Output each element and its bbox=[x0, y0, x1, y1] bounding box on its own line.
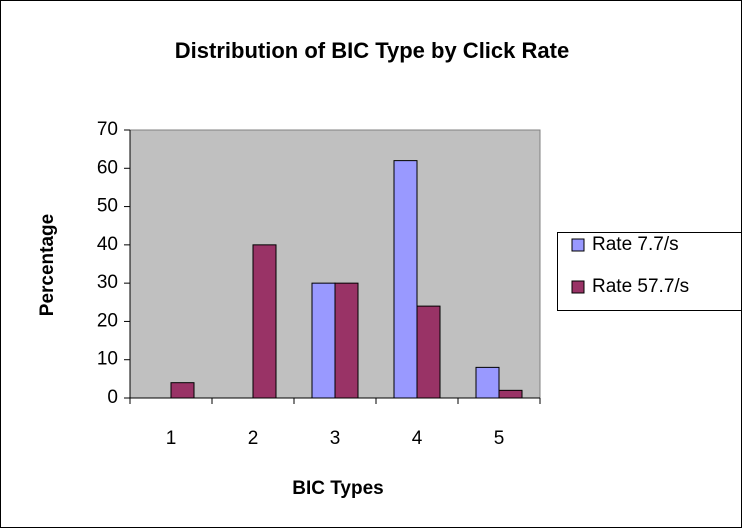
y-tick-label: 20 bbox=[97, 310, 118, 331]
legend-swatch bbox=[571, 238, 585, 252]
y-tick-label: 70 bbox=[97, 119, 118, 140]
bar bbox=[498, 389, 523, 399]
legend-label: Rate 7.7/s bbox=[592, 234, 679, 255]
chart-title: Distribution of BIC Type by Click Rate bbox=[175, 38, 569, 63]
y-tick-label: 40 bbox=[97, 234, 118, 255]
y-tick-label: 30 bbox=[97, 272, 118, 293]
bar bbox=[393, 160, 418, 399]
x-axis-label: BIC Types bbox=[292, 478, 384, 499]
bar bbox=[311, 282, 336, 399]
y-tick-label: 60 bbox=[97, 157, 118, 178]
bar bbox=[416, 305, 441, 399]
bar bbox=[170, 382, 195, 399]
plot-area bbox=[129, 129, 541, 399]
bar bbox=[475, 366, 500, 399]
bar bbox=[252, 244, 277, 399]
legend bbox=[557, 232, 742, 311]
y-tick-label: 10 bbox=[97, 349, 118, 370]
x-tick-label: 3 bbox=[330, 428, 341, 449]
legend-label: Rate 57.7/s bbox=[592, 276, 689, 297]
x-tick-label: 2 bbox=[248, 428, 259, 449]
x-tick-label: 4 bbox=[412, 428, 423, 449]
bar bbox=[334, 282, 359, 399]
legend-swatch bbox=[571, 280, 585, 294]
x-tick-label: 1 bbox=[166, 428, 177, 449]
y-axis-label: Percentage bbox=[37, 214, 58, 316]
x-tick-label: 5 bbox=[494, 428, 505, 449]
y-tick-label: 50 bbox=[97, 196, 118, 217]
y-tick-label: 0 bbox=[107, 387, 118, 408]
